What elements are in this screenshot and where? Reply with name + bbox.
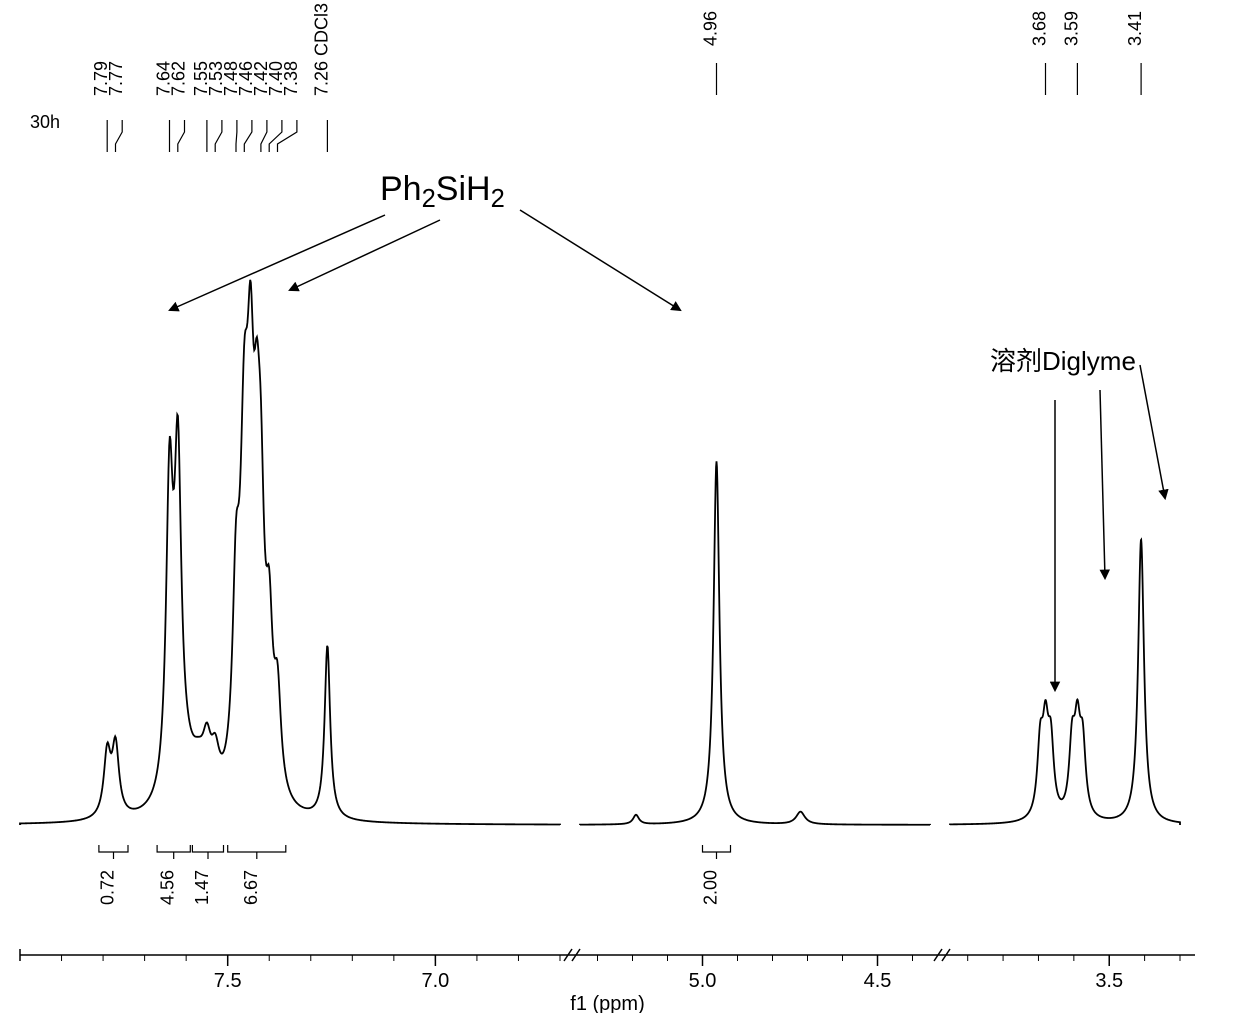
peak-label-connector bbox=[116, 120, 123, 152]
peak-label-connector bbox=[261, 120, 267, 152]
peak-label-connector bbox=[236, 120, 237, 152]
integral-bracket bbox=[703, 845, 731, 859]
peak-label-connector bbox=[215, 120, 222, 152]
integral-value: 0.72 bbox=[98, 870, 118, 905]
x-axis-tick-label: 4.5 bbox=[864, 970, 892, 992]
x-axis-title: f1 (ppm) bbox=[570, 993, 644, 1013]
peak-ppm-label: 7.38 bbox=[281, 61, 301, 96]
integral-value: 6.67 bbox=[241, 870, 261, 905]
peak-ppm-label: 7.62 bbox=[169, 61, 189, 96]
x-axis-tick-label: 7.0 bbox=[421, 970, 449, 992]
integral-bracket bbox=[228, 845, 286, 859]
peak-ppm-label: 4.96 bbox=[701, 11, 721, 46]
x-axis-tick-label: 7.5 bbox=[214, 970, 242, 992]
peak-ppm-label: 3.41 bbox=[1125, 11, 1145, 46]
sample-label: 30h bbox=[30, 112, 60, 132]
peak-label-connector bbox=[244, 120, 252, 152]
integral-value: 1.47 bbox=[192, 870, 212, 905]
annotation-text: 溶剂Diglyme bbox=[990, 346, 1136, 376]
annotation-arrow bbox=[290, 220, 440, 290]
peak-ppm-label: 3.68 bbox=[1030, 11, 1050, 46]
x-axis-tick-label: 5.0 bbox=[689, 970, 717, 992]
peak-label-connector bbox=[178, 120, 185, 152]
annotation-arrow bbox=[1100, 390, 1105, 578]
integral-bracket bbox=[192, 845, 223, 859]
annotation-arrow bbox=[170, 215, 385, 310]
integral-bracket bbox=[157, 845, 190, 859]
annotation-arrow bbox=[520, 210, 680, 310]
annotation-arrow bbox=[1140, 365, 1165, 498]
nmr-spectrum-figure: 30h7.797.777.647.627.557.537.487.467.427… bbox=[0, 0, 1240, 1013]
peak-ppm-label: 7.26 CDCl3 bbox=[311, 3, 331, 96]
integral-value: 4.56 bbox=[158, 870, 178, 905]
integral-bracket bbox=[99, 845, 128, 859]
annotation: Ph2SiH2 bbox=[170, 170, 680, 310]
annotation-text: Ph2SiH2 bbox=[380, 170, 505, 213]
peak-ppm-label: 7.77 bbox=[106, 61, 126, 96]
x-axis-tick-label: 3.5 bbox=[1095, 970, 1123, 992]
peak-label-connector bbox=[269, 120, 282, 152]
peak-ppm-label: 3.59 bbox=[1061, 11, 1081, 46]
integral-value: 2.00 bbox=[701, 870, 721, 905]
peak-label-connector bbox=[278, 120, 297, 152]
